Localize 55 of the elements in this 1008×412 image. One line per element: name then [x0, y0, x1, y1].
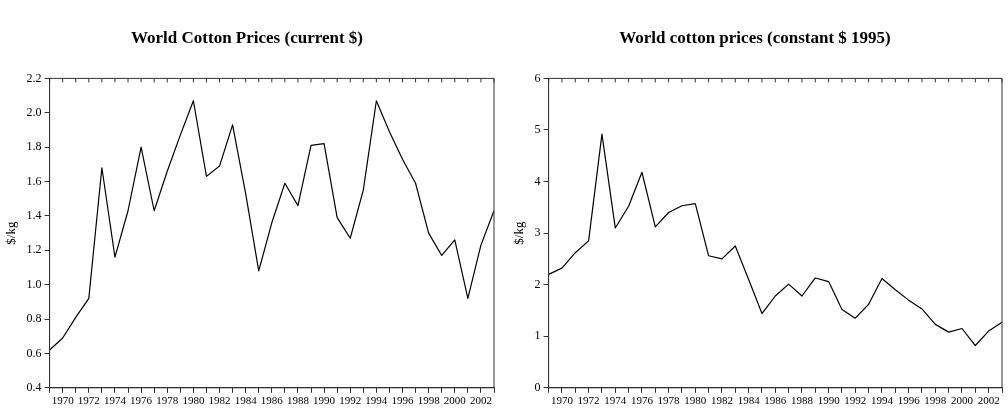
y-tick-label: 1.4	[26, 208, 42, 223]
x-tick-label: 1976	[130, 394, 153, 407]
x-tick-label: 1984	[737, 394, 761, 407]
y-tick-label: 0.4	[26, 379, 42, 394]
x-tick-label: 1970	[550, 394, 574, 407]
y-tick-label: 6	[534, 70, 541, 85]
y-tick-label: 0.8	[26, 311, 42, 326]
x-tick-label: 1978	[657, 394, 681, 407]
x-tick-label: 1986	[260, 394, 284, 407]
x-tick-label: 1974	[103, 394, 127, 407]
x-tick-label: 1998	[417, 394, 441, 407]
x-tick-label: 1970	[51, 394, 75, 407]
x-tick-label: 1974	[604, 394, 627, 407]
x-tick-label: 1984	[234, 394, 258, 407]
x-tick-label: 1982	[208, 394, 231, 407]
x-tick-label: 2000	[950, 394, 974, 407]
x-tick-label: 1990	[817, 394, 841, 407]
x-tick-label: 2002	[977, 394, 1000, 407]
x-tick-label: 1978	[156, 394, 179, 407]
x-tick-label: 1980	[182, 394, 205, 407]
x-tick-label: 2002	[469, 394, 492, 407]
y-tick-label: 2.2	[26, 70, 42, 85]
x-tick-label: 1986	[764, 394, 787, 407]
y-tick-label: 5	[534, 122, 541, 137]
y-tick-label: 1.2	[26, 242, 42, 257]
x-tick-label: 1988	[286, 394, 310, 407]
x-tick-label: 1998	[924, 394, 947, 407]
x-tick-label: 1990	[313, 394, 336, 407]
x-tick-label: 1980	[684, 394, 707, 407]
x-tick-label: 1992	[844, 394, 867, 407]
y-tick-label: 1.8	[26, 139, 42, 154]
y-tick-label: 1	[534, 328, 541, 343]
x-tick-label: 1972	[77, 394, 100, 407]
x-tick-label: 2000	[443, 394, 467, 407]
y-tick-label: 3	[534, 225, 541, 240]
y-tick-label: 1.0	[26, 276, 42, 291]
x-tick-label: 1982	[710, 394, 733, 407]
y-tick-label: 1.6	[26, 173, 42, 188]
x-tick-label: 1976	[630, 394, 654, 407]
chart-title: World Cotton Prices (current $)	[131, 27, 363, 47]
x-tick-label: 1996	[391, 394, 415, 407]
x-tick-label: 1994	[870, 394, 894, 407]
chart-title: World cotton prices (constant $ 1995)	[619, 27, 891, 47]
y-axis-title: $/kg	[511, 221, 527, 245]
y-axis-title: $/kg	[3, 221, 19, 245]
y-tick-label: 0	[534, 379, 541, 394]
x-tick-label: 1994	[365, 394, 388, 407]
x-tick-label: 1996	[897, 394, 921, 407]
x-tick-label: 1992	[339, 394, 362, 407]
y-tick-label: 0.6	[26, 345, 42, 360]
y-tick-label: 2.0	[26, 104, 42, 119]
y-tick-label: 4	[534, 173, 541, 188]
x-tick-label: 1972	[577, 394, 600, 407]
y-tick-label: 2	[534, 276, 541, 291]
x-tick-label: 1988	[790, 394, 814, 407]
